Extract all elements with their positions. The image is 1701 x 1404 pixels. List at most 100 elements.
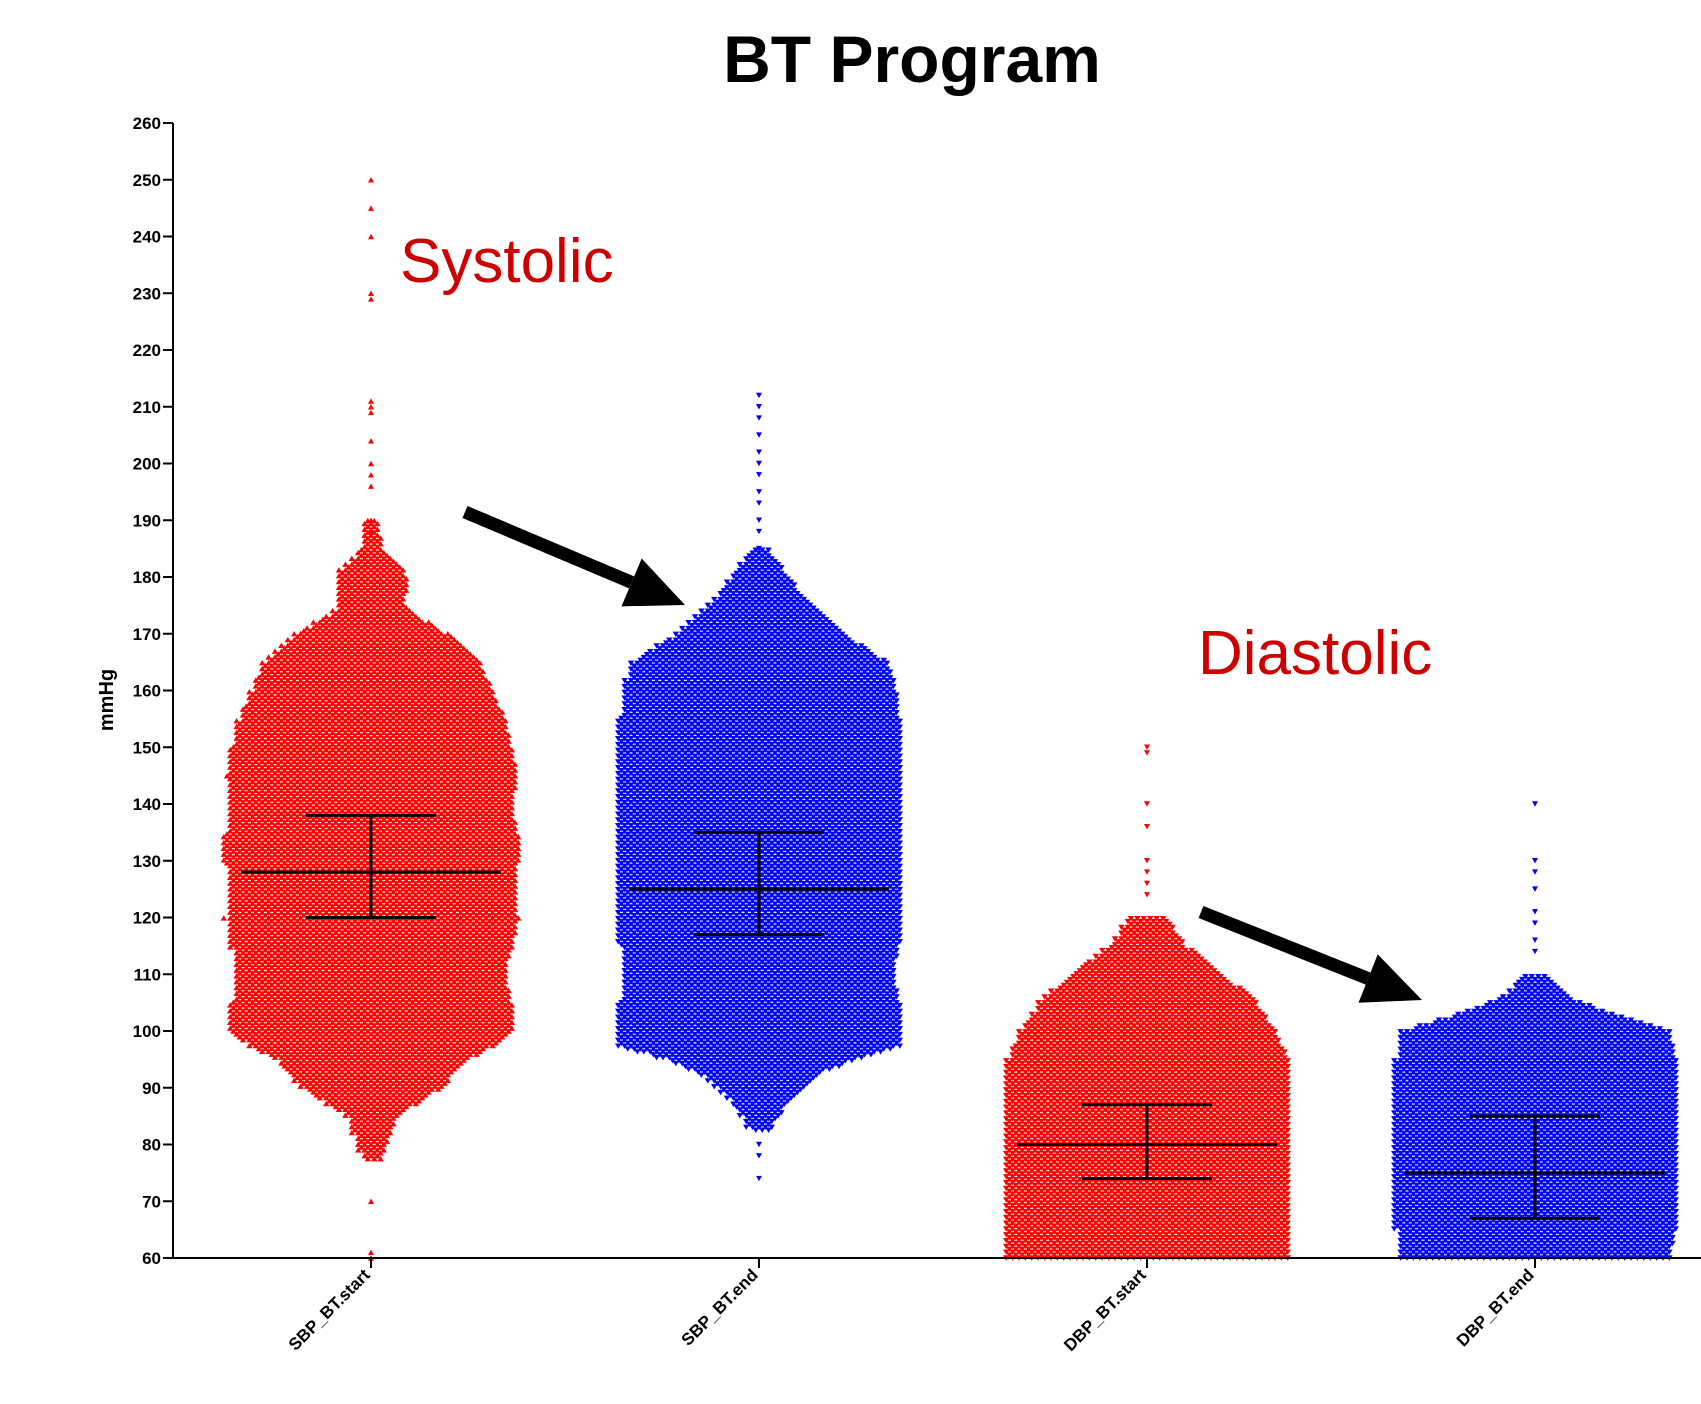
data-point — [291, 1077, 298, 1084]
data-point — [483, 1008, 490, 1014]
data-point — [313, 1086, 320, 1092]
data-point — [255, 1010, 263, 1017]
data-point — [486, 993, 493, 999]
data-point — [361, 1118, 368, 1124]
data-point — [367, 1141, 375, 1147]
data-point — [454, 1045, 461, 1052]
data-point — [383, 1097, 391, 1104]
data-point — [297, 1013, 304, 1020]
data-point — [387, 1083, 394, 1089]
data-point — [374, 1060, 381, 1066]
data-point — [323, 1095, 330, 1101]
data-point — [271, 1042, 279, 1049]
data-point — [303, 1054, 311, 1060]
data-point — [307, 1086, 314, 1092]
data-point — [278, 1037, 285, 1043]
data-point — [399, 1071, 407, 1078]
data-point — [428, 1068, 435, 1075]
data-point — [310, 990, 317, 997]
data-point — [339, 1028, 346, 1034]
data-point — [351, 999, 359, 1005]
data-point — [355, 1054, 362, 1060]
data-point — [374, 1025, 381, 1031]
data-point — [278, 1008, 285, 1014]
data-point — [297, 990, 304, 997]
data-point — [351, 1022, 359, 1028]
data-point — [383, 1086, 391, 1092]
data-point — [377, 1097, 384, 1104]
data-point — [393, 1042, 400, 1049]
data-point — [412, 1019, 419, 1026]
data-point — [358, 1039, 365, 1046]
data-point — [255, 1022, 263, 1028]
data-point — [303, 1019, 311, 1026]
data-point — [294, 1051, 301, 1057]
data-point — [390, 999, 397, 1005]
data-point — [313, 1063, 320, 1069]
data-point — [287, 999, 295, 1005]
data-point — [444, 1008, 451, 1014]
data-point — [377, 1063, 384, 1069]
data-point — [355, 1141, 362, 1147]
data-point — [367, 1100, 375, 1107]
data-point — [422, 999, 429, 1005]
data-point — [246, 1042, 253, 1049]
data-point — [281, 1057, 288, 1063]
data-point — [236, 1034, 243, 1040]
data-point — [297, 1031, 304, 1037]
data-point — [419, 1083, 426, 1089]
data-point — [422, 1057, 429, 1063]
data-point — [364, 1028, 371, 1034]
data-point — [435, 1022, 442, 1028]
data-point — [345, 1005, 352, 1011]
data-point — [415, 993, 423, 999]
data-point — [329, 1042, 336, 1049]
data-point — [409, 1016, 416, 1023]
data-point — [396, 1057, 403, 1063]
data-point — [371, 1086, 378, 1092]
data-point — [428, 1080, 435, 1086]
data-point — [374, 1118, 381, 1124]
data-point — [425, 1054, 432, 1060]
data-point — [348, 1031, 355, 1037]
data-point — [492, 1016, 499, 1023]
data-point — [444, 1060, 451, 1066]
data-point — [243, 1028, 250, 1034]
data-point — [470, 1008, 477, 1014]
data-point — [409, 1051, 416, 1057]
data-point — [419, 1095, 426, 1101]
data-point — [345, 1034, 352, 1040]
data-point — [319, 1016, 327, 1023]
data-point — [259, 990, 266, 997]
data-point — [428, 1039, 435, 1046]
data-point — [339, 1080, 346, 1086]
data-point — [265, 1031, 272, 1037]
data-point — [441, 1068, 448, 1075]
data-point — [335, 1013, 343, 1020]
data-point — [428, 1005, 435, 1011]
data-point — [415, 1097, 423, 1104]
data-point — [351, 1010, 359, 1017]
swarm-SBP_BT.start — [220, 177, 522, 1261]
data-point — [492, 993, 499, 999]
data-point — [342, 1013, 349, 1020]
data-point — [380, 1083, 387, 1089]
data-point — [380, 1066, 387, 1072]
data-point — [323, 1083, 330, 1089]
data-point — [342, 1031, 349, 1037]
data-point — [415, 1010, 423, 1017]
data-point — [351, 1086, 359, 1092]
data-point — [310, 1066, 317, 1072]
data-point — [284, 990, 291, 997]
data-point — [313, 1034, 320, 1040]
data-point — [294, 1034, 301, 1040]
data-point — [348, 1100, 355, 1107]
data-point — [367, 1118, 375, 1124]
data-point — [390, 1034, 397, 1040]
data-point — [399, 996, 407, 1002]
data-point — [371, 1097, 378, 1104]
data-point — [310, 1054, 317, 1060]
data-point — [457, 1002, 464, 1008]
data-point — [473, 993, 480, 999]
